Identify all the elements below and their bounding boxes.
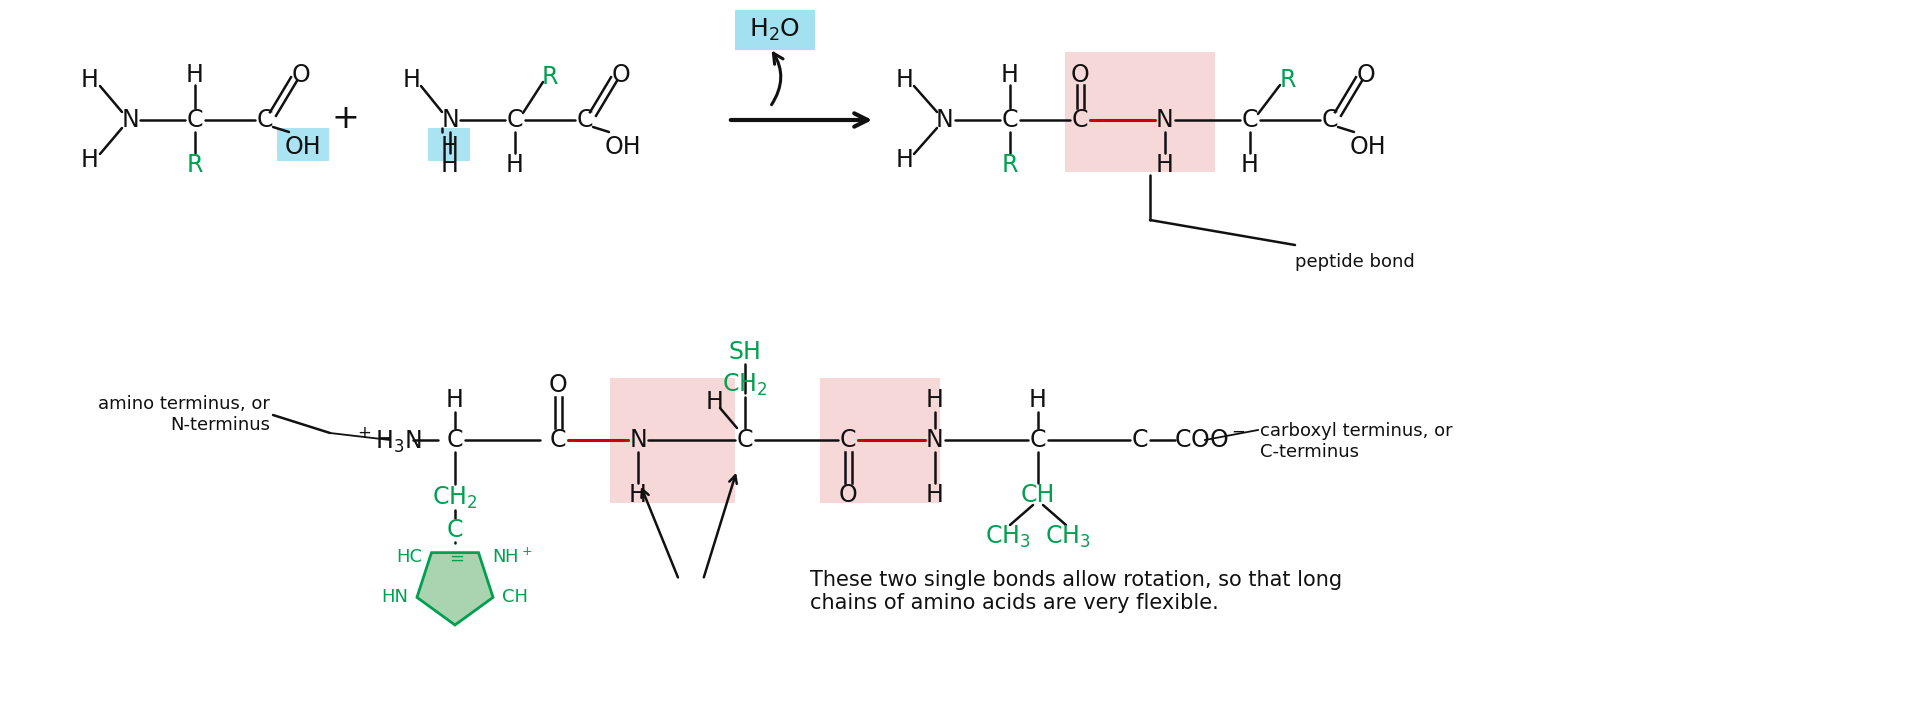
Text: H: H <box>441 135 459 159</box>
Text: H: H <box>1000 63 1019 87</box>
Text: H: H <box>628 483 647 507</box>
Text: O: O <box>1357 63 1376 87</box>
Text: OH: OH <box>1349 135 1386 159</box>
Text: H: H <box>507 153 524 177</box>
Text: H: H <box>187 63 204 87</box>
Text: HN: HN <box>382 589 409 606</box>
Text: N: N <box>1156 108 1174 132</box>
Text: C: C <box>187 108 202 132</box>
Text: H: H <box>705 390 725 414</box>
Text: N: N <box>441 108 459 132</box>
Text: peptide bond: peptide bond <box>1295 253 1414 271</box>
Polygon shape <box>416 552 493 625</box>
Text: O: O <box>549 373 567 397</box>
Bar <box>428 128 470 161</box>
Text: O: O <box>1071 63 1089 87</box>
Text: R: R <box>1280 68 1297 92</box>
Text: O: O <box>611 63 630 87</box>
Text: H: H <box>81 68 98 92</box>
Text: N: N <box>927 428 944 452</box>
Text: C: C <box>1131 428 1148 452</box>
Text: O: O <box>838 483 858 507</box>
Text: NH$^+$: NH$^+$ <box>493 547 532 567</box>
Text: CH$_2$: CH$_2$ <box>723 372 767 398</box>
Text: H$_2$O: H$_2$O <box>750 17 800 43</box>
Text: C: C <box>1241 108 1258 132</box>
Text: C: C <box>1029 428 1046 452</box>
Text: N: N <box>628 428 647 452</box>
Text: C: C <box>549 428 567 452</box>
Text: OH: OH <box>285 135 322 159</box>
Text: H: H <box>1156 153 1174 177</box>
Text: H: H <box>81 148 98 172</box>
Text: C: C <box>840 428 856 452</box>
Text: $^+$H$_3$N: $^+$H$_3$N <box>355 425 422 454</box>
Text: C: C <box>576 108 594 132</box>
Bar <box>611 378 734 503</box>
Text: O: O <box>291 63 310 87</box>
Text: H: H <box>445 388 464 412</box>
Bar <box>734 10 815 50</box>
Text: H: H <box>441 153 459 177</box>
Text: CH: CH <box>503 589 528 606</box>
Text: C: C <box>447 518 462 542</box>
Text: R: R <box>541 65 559 89</box>
Text: CH$_3$: CH$_3$ <box>1044 524 1091 550</box>
Text: C: C <box>507 108 524 132</box>
Text: R: R <box>187 153 202 177</box>
Bar <box>277 128 330 161</box>
Text: CH$_2$: CH$_2$ <box>432 485 478 511</box>
Bar <box>821 378 940 503</box>
Text: N: N <box>121 108 139 132</box>
Text: H: H <box>1029 388 1046 412</box>
Text: +: + <box>331 102 358 134</box>
Text: HC: HC <box>397 547 422 566</box>
Text: C: C <box>1002 108 1017 132</box>
Text: R: R <box>1002 153 1017 177</box>
Text: C: C <box>256 108 274 132</box>
Bar <box>1066 52 1216 172</box>
Text: H: H <box>403 68 420 92</box>
Text: H: H <box>1241 153 1258 177</box>
Text: amino terminus, or
N-terminus: amino terminus, or N-terminus <box>98 395 270 434</box>
Text: H: H <box>927 388 944 412</box>
Text: carboxyl terminus, or
C-terminus: carboxyl terminus, or C-terminus <box>1260 422 1453 461</box>
Text: OH: OH <box>605 135 642 159</box>
Text: H: H <box>927 483 944 507</box>
Text: =: = <box>449 550 464 567</box>
Text: H: H <box>896 68 913 92</box>
Text: C: C <box>447 428 462 452</box>
Text: These two single bonds allow rotation, so that long
chains of amino acids are ve: These two single bonds allow rotation, s… <box>809 570 1341 613</box>
Text: COO$^-$: COO$^-$ <box>1174 428 1245 452</box>
Text: C: C <box>1071 108 1089 132</box>
Text: C: C <box>736 428 753 452</box>
Text: CH: CH <box>1021 483 1056 507</box>
Text: C: C <box>1322 108 1337 132</box>
Text: N: N <box>937 108 954 132</box>
Text: H: H <box>896 148 913 172</box>
Text: SH: SH <box>728 340 761 364</box>
Text: CH$_3$: CH$_3$ <box>985 524 1031 550</box>
